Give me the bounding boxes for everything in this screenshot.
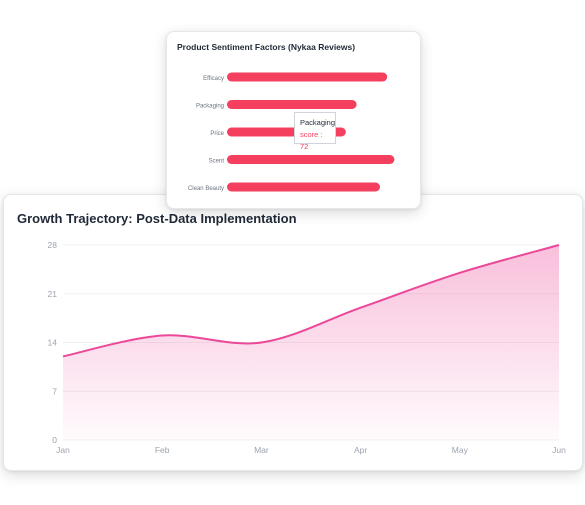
chart-tooltip: Packaging score : 72 — [294, 112, 336, 151]
bar[interactable] — [227, 72, 388, 82]
tooltip-label: Packaging — [300, 118, 336, 127]
data-point[interactable] — [259, 341, 263, 345]
series-line[interactable] — [62, 244, 560, 358]
y-tick-label: 0 — [52, 435, 57, 445]
y-tick-label: 21 — [48, 289, 58, 299]
growth-chart-card: Growth Trajectory: Post-Data Implementat… — [3, 194, 583, 471]
tooltip-value: score : 72 — [300, 130, 323, 151]
x-tick-label: Feb — [155, 445, 170, 455]
y-tick-label: Clean Beauty — [188, 186, 224, 192]
sentiment-chart-card: Product Sentiment Factors (Nykaa Reviews… — [166, 31, 421, 209]
growth-chart-title: Growth Trajectory: Post-Data Implementat… — [17, 211, 297, 226]
y-tick-label: Efficacy — [203, 76, 224, 82]
bar[interactable] — [227, 100, 357, 109]
y-tick-label: Packaging — [196, 104, 224, 110]
x-tick-label: Mar — [254, 445, 269, 455]
growth-area-chart: 0 7 14 21 28 Jan Feb Mar Apr May Jun — [48, 240, 567, 455]
area-fill — [63, 245, 559, 440]
bar[interactable] — [227, 155, 395, 164]
data-point[interactable] — [61, 354, 65, 358]
x-tick-label: May — [452, 445, 469, 455]
y-tick-label: Scent — [209, 159, 225, 165]
x-tick-label: Apr — [354, 445, 367, 455]
data-point[interactable] — [160, 334, 164, 338]
bar[interactable] — [227, 182, 380, 192]
data-point[interactable] — [557, 243, 561, 247]
y-tick-label: 14 — [48, 338, 58, 348]
y-tick-label: Price — [210, 131, 224, 137]
y-tick-label: 28 — [48, 240, 58, 250]
y-tick-label: 7 — [52, 386, 57, 396]
x-tick-label: Jun — [552, 445, 566, 455]
sentiment-chart-title: Product Sentiment Factors (Nykaa Reviews… — [177, 42, 356, 52]
data-point[interactable] — [359, 306, 363, 310]
data-point[interactable] — [458, 271, 462, 275]
x-tick-label: Jan — [56, 445, 70, 455]
